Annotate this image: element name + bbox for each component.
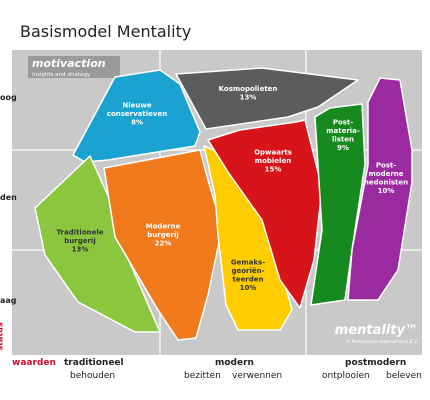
svg-text:motivaction: motivaction <box>32 57 106 70</box>
value-sub-bezitten: bezitten <box>184 371 221 381</box>
segment-percent: 15% <box>265 166 282 174</box>
value-group-modern: modern <box>215 358 254 368</box>
segment-label: conservatieven <box>107 110 167 118</box>
segment-percent: 22% <box>155 240 172 248</box>
segment-label: materia- <box>326 127 360 135</box>
segment-label: Post- <box>376 161 396 169</box>
segment-shape-traditionele-burgerij <box>34 155 161 333</box>
segment-label: moderne <box>368 170 403 178</box>
segment-percent: 13% <box>240 93 257 101</box>
status-axis-label: status <box>0 322 5 351</box>
segment-percent: 8% <box>131 119 143 127</box>
status-level-low: aag <box>0 296 17 305</box>
segment-label: listen <box>332 135 354 143</box>
value-sub-ontplooien: ontplooien <box>322 371 370 381</box>
page-title: Basismodel Mentality <box>20 22 192 41</box>
segment-label: Opwaarts <box>254 149 292 157</box>
segment-label: Moderne <box>146 223 181 231</box>
segment-label: hedonisten <box>364 178 408 186</box>
segment-label: georiën- <box>231 267 264 275</box>
segment-label: mobielen <box>255 157 291 165</box>
segment-percent: 9% <box>337 144 349 152</box>
values-axis-label: waarden <box>12 358 56 368</box>
segment-label: Traditionele <box>56 229 103 237</box>
value-group-traditioneel: traditioneel <box>64 358 124 368</box>
segment-shape-postmoderne-hedonisten <box>347 77 413 301</box>
value-sub-beleven: beleven <box>386 371 422 381</box>
segment-percent: 10% <box>240 284 257 292</box>
segment-shape-moderne-burgerij <box>103 149 223 341</box>
status-level-high: oog <box>0 93 17 102</box>
segment-label: Gemaks- <box>231 258 265 266</box>
segment-label: teerden <box>232 275 263 283</box>
motivaction-logo: motivaction insights and strategy <box>28 56 120 78</box>
status-level-mid: den <box>0 193 17 202</box>
segment-label: burgerij <box>147 231 178 239</box>
segment-percent: 10% <box>378 187 395 195</box>
value-sub-verwennen: verwennen <box>232 371 283 381</box>
value-sub-behouden: behouden <box>70 371 116 381</box>
svg-text:insights and strategy: insights and strategy <box>32 72 91 78</box>
copyright-text: © Motivaction International B.V. <box>346 338 418 345</box>
mentality-brand: mentality™ <box>335 323 418 338</box>
segment-shape-opwaarts-mobielen <box>207 119 323 309</box>
segment-shape-kosmopolieten <box>175 67 359 130</box>
segment-label: Nieuwe <box>122 102 151 110</box>
segment-label: Post- <box>333 118 353 126</box>
segment-label: Kosmopolieten <box>219 85 278 93</box>
segment-label: burgerij <box>64 237 95 245</box>
segment-percent: 13% <box>72 246 89 254</box>
value-group-postmodern: postmodern <box>345 358 407 368</box>
